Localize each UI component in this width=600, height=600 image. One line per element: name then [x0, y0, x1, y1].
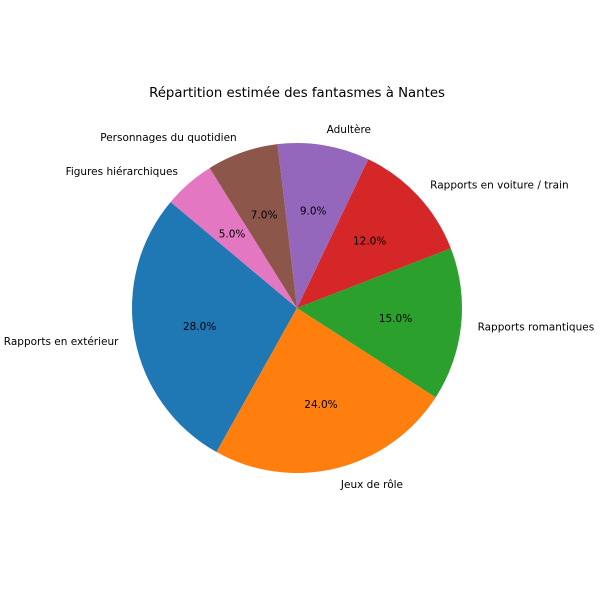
pie-labels: 28.0% Rapports en extérieur 24.0% Jeux de r… [4, 124, 594, 491]
pie-slice [297, 248, 462, 398]
pie-slice [277, 143, 369, 308]
slice-percent-label: 5.0% [219, 228, 246, 240]
slice-category-label: Rapports en extérieur [4, 336, 119, 348]
pie-slice [132, 201, 297, 453]
pie-slice [216, 308, 436, 473]
chart-title: Répartition estimée des fantasmes à Nant… [149, 85, 445, 101]
slice-category-label: Rapports en voiture / train [430, 180, 568, 192]
slice-category-label: Rapports romantiques [478, 321, 595, 333]
pie-slice [297, 159, 451, 308]
slice-category-label: Personnages du quotidien [100, 132, 236, 144]
slice-category-label: Adultère [327, 124, 371, 136]
slice-percent-label: 7.0% [251, 210, 278, 222]
slice-percent-label: 12.0% [353, 236, 386, 248]
slice-category-label: Figures hiérarchiques [66, 166, 178, 178]
slice-percent-label: 24.0% [304, 399, 337, 411]
pie-slices [132, 143, 462, 473]
slice-category-label: Jeux de rôle [340, 479, 403, 491]
slice-percent-label: 28.0% [183, 321, 216, 333]
pie-slice [170, 168, 297, 308]
slice-percent-label: 15.0% [379, 313, 412, 325]
slice-percent-label: 9.0% [300, 205, 327, 217]
pie-slice [209, 144, 297, 308]
